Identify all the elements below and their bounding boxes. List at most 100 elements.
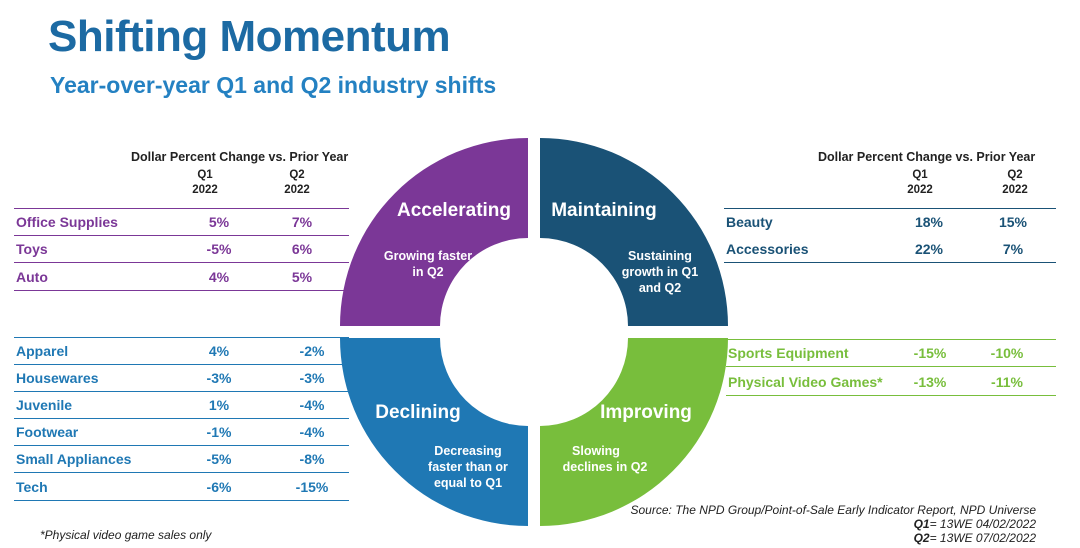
- improving-desc-line2: declines in Q2: [563, 460, 648, 474]
- right-q2-year: 2022: [1002, 184, 1028, 196]
- source-line: Source: The NPD Group/Point-of-Sale Earl…: [630, 503, 1037, 517]
- q1-value: 4%: [208, 269, 230, 285]
- left-q1-header: Q1 2022: [175, 168, 235, 198]
- q2-value: -3%: [299, 370, 325, 386]
- category-label: Small Appliances: [16, 451, 132, 467]
- maintaining-label: Maintaining: [551, 200, 657, 221]
- q1-value: -3%: [206, 370, 232, 386]
- right-column-header: Dollar Percent Change vs. Prior Year: [818, 150, 1036, 164]
- q1-value: 22%: [914, 241, 944, 257]
- maintaining-quadrant: [540, 138, 728, 326]
- declining-label: Declining: [375, 402, 461, 423]
- table-row: Toys -5% 6%: [14, 236, 349, 263]
- improving-table-top-rule: [726, 339, 1056, 340]
- category-label: Tech: [16, 479, 48, 495]
- q2-value: -4%: [299, 397, 325, 413]
- category-label: Juvenile: [16, 397, 73, 413]
- improving-desc-line1: Slowing: [572, 444, 620, 458]
- category-label: Physical Video Games*: [728, 374, 883, 390]
- right-q1-header: Q1 2022: [890, 168, 950, 198]
- category-label: Office Supplies: [16, 214, 118, 230]
- maintaining-desc-line3: and Q2: [639, 281, 681, 295]
- source-q1-line: Q1= 13WE 04/02/2022: [631, 517, 1036, 531]
- right-q1-label: Q1: [912, 169, 928, 181]
- page-subtitle: Year-over-year Q1 and Q2 industry shifts: [50, 72, 497, 98]
- declining-table-top-rule: [14, 337, 349, 338]
- category-label: Toys: [16, 241, 48, 257]
- accelerating-label: Accelerating: [397, 200, 511, 221]
- q1-value: -5%: [206, 451, 232, 467]
- accelerating-desc-line1: Growing faster: [384, 249, 472, 263]
- q1-value: -6%: [206, 479, 232, 495]
- improving-quadrant: [540, 338, 728, 526]
- accelerating-quadrant: [340, 138, 528, 326]
- momentum-quadrant-donut: Accelerating Growing faster in Q2 Mainta…: [340, 138, 728, 526]
- table-row: Tech -6% -15%: [14, 474, 349, 501]
- category-label: Housewares: [16, 370, 99, 386]
- table-row: Office Supplies 5% 7%: [14, 209, 349, 236]
- q1-value: -5%: [206, 241, 232, 257]
- q1-value: -15%: [913, 345, 947, 361]
- right-q2-header: Q2 2022: [985, 168, 1045, 198]
- q2-value: -10%: [990, 345, 1024, 361]
- category-label: Footwear: [16, 424, 79, 440]
- left-q2-year: 2022: [284, 184, 310, 196]
- q2-value: 7%: [1002, 241, 1024, 257]
- q2-value: 7%: [291, 214, 313, 230]
- declining-desc-line2: faster than or: [428, 460, 508, 474]
- accelerating-desc-line2: in Q2: [412, 265, 443, 279]
- category-label: Beauty: [726, 214, 773, 230]
- q2-value: -11%: [991, 374, 1023, 390]
- q1-value: 18%: [914, 214, 944, 230]
- source-q2-label: Q2: [913, 531, 930, 545]
- left-column-header: Dollar Percent Change vs. Prior Year: [131, 150, 349, 164]
- category-label: Apparel: [16, 343, 69, 359]
- improving-label: Improving: [600, 402, 692, 423]
- right-q1-year: 2022: [907, 184, 933, 196]
- table-row: Housewares -3% -3%: [14, 365, 349, 392]
- table-row: Apparel 4% -2%: [14, 338, 349, 365]
- table-row: Footwear -1% -4%: [14, 419, 349, 446]
- q1-value: 1%: [208, 397, 230, 413]
- left-q1-label: Q1: [197, 169, 213, 181]
- source-note: Source: The NPD Group/Point-of-Sale Earl…: [631, 503, 1037, 545]
- q2-value: 15%: [998, 214, 1028, 230]
- q2-value: -4%: [299, 424, 325, 440]
- footnote: *Physical video game sales only: [40, 528, 212, 542]
- q1-value: -13%: [913, 374, 947, 390]
- q2-value: -8%: [299, 451, 325, 467]
- table-row: Juvenile 1% -4%: [14, 392, 349, 419]
- table-row: Physical Video Games* -13% -11%: [726, 369, 1056, 396]
- source-q2-text: = 13WE 07/02/2022: [929, 531, 1036, 545]
- declining-quadrant: [340, 338, 528, 526]
- maintaining-desc-line2: growth in Q1: [622, 265, 698, 279]
- q2-value: -2%: [299, 343, 325, 359]
- right-q2-label: Q2: [1007, 169, 1023, 181]
- q1-value: 4%: [208, 343, 230, 359]
- q2-value: -15%: [295, 479, 329, 495]
- table-row: Auto 4% 5%: [14, 264, 349, 291]
- accelerating-table-top-rule: [14, 208, 349, 209]
- maintaining-table-top-rule: [724, 208, 1056, 209]
- source-q1-label: Q1: [913, 517, 930, 531]
- source-q2-line: Q2= 13WE 07/02/2022: [631, 531, 1036, 545]
- table-row: Sports Equipment -15% -10%: [726, 340, 1056, 367]
- category-label: Sports Equipment: [728, 345, 849, 361]
- maintaining-desc-line1: Sustaining: [628, 249, 692, 263]
- q2-value: 5%: [291, 269, 313, 285]
- table-row: Accessories 22% 7%: [724, 236, 1056, 263]
- table-row: Beauty 18% 15%: [724, 209, 1056, 236]
- left-q1-year: 2022: [192, 184, 218, 196]
- source-q1-text: = 13WE 04/02/2022: [929, 517, 1036, 531]
- table-row: Small Appliances -5% -8%: [14, 446, 349, 473]
- declining-desc-line1: Decreasing: [434, 444, 501, 458]
- q1-value: 5%: [208, 214, 230, 230]
- left-q2-header: Q2 2022: [267, 168, 327, 198]
- q2-value: 6%: [291, 241, 313, 257]
- category-label: Auto: [16, 269, 48, 285]
- declining-desc-line3: equal to Q1: [434, 476, 502, 490]
- page-title: Shifting Momentum: [48, 12, 451, 61]
- left-q2-label: Q2: [289, 169, 305, 181]
- category-label: Accessories: [726, 241, 809, 257]
- q1-value: -1%: [206, 424, 232, 440]
